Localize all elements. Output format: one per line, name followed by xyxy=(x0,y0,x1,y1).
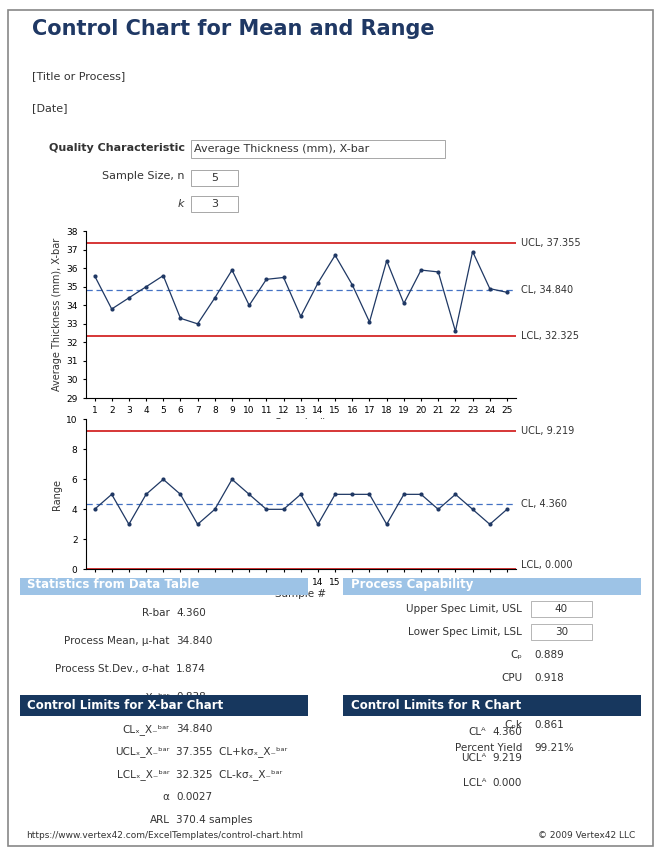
Text: 1.874: 1.874 xyxy=(176,664,206,675)
Text: 0.000: 0.000 xyxy=(492,778,522,788)
Text: α: α xyxy=(163,792,170,802)
Text: Control Chart for Mean and Range: Control Chart for Mean and Range xyxy=(32,19,435,39)
FancyBboxPatch shape xyxy=(531,601,592,616)
X-axis label: Sample #: Sample # xyxy=(275,418,327,428)
Text: Upper Spec Limit, USL: Upper Spec Limit, USL xyxy=(407,603,522,614)
FancyBboxPatch shape xyxy=(343,695,641,716)
Y-axis label: Average Thickness (mm), X-bar: Average Thickness (mm), X-bar xyxy=(52,238,62,391)
Text: R-bar: R-bar xyxy=(142,608,170,618)
Text: [Title or Process]: [Title or Process] xyxy=(32,72,126,81)
FancyBboxPatch shape xyxy=(20,574,308,595)
Text: https://www.vertex42.com/ExcelTemplates/control-chart.html: https://www.vertex42.com/ExcelTemplates/… xyxy=(26,830,303,840)
Text: CPU: CPU xyxy=(501,674,522,683)
Text: 40: 40 xyxy=(555,603,568,614)
Text: 0.861: 0.861 xyxy=(535,697,564,706)
Text: LCLᴬ: LCLᴬ xyxy=(463,778,486,788)
Y-axis label: Range: Range xyxy=(52,479,62,510)
Text: LCLₓ_X₋ᵇᵃʳ: LCLₓ_X₋ᵇᵃʳ xyxy=(117,769,170,780)
Text: LCL, 32.325: LCL, 32.325 xyxy=(521,331,579,342)
Text: Quality Characteristic: Quality Characteristic xyxy=(48,143,184,153)
Text: Process Mean, μ-hat: Process Mean, μ-hat xyxy=(64,636,170,646)
Text: Average Thickness (mm), X-bar: Average Thickness (mm), X-bar xyxy=(194,144,369,153)
Text: 34.840: 34.840 xyxy=(176,636,212,646)
Text: Control Limits for R Chart: Control Limits for R Chart xyxy=(351,698,521,712)
Text: σₓ_X₋ᵇᵃʳ: σₓ_X₋ᵇᵃʳ xyxy=(130,692,170,703)
Text: 0.861: 0.861 xyxy=(535,720,564,729)
Text: Cₚ: Cₚ xyxy=(510,651,522,660)
Text: 4.360: 4.360 xyxy=(176,608,206,618)
Text: 32.325  CL-kσₓ_X₋ᵇᵃʳ: 32.325 CL-kσₓ_X₋ᵇᵃʳ xyxy=(176,769,282,780)
FancyBboxPatch shape xyxy=(20,695,308,716)
FancyBboxPatch shape xyxy=(191,196,239,212)
Text: 9.219: 9.219 xyxy=(492,752,523,763)
Text: UCL, 9.219: UCL, 9.219 xyxy=(521,426,574,437)
Text: 0.0027: 0.0027 xyxy=(176,792,212,802)
Text: Control Limits for X-bar Chart: Control Limits for X-bar Chart xyxy=(27,698,223,712)
Text: Process Capability: Process Capability xyxy=(351,578,473,591)
Text: Process St.Dev., σ-hat: Process St.Dev., σ-hat xyxy=(56,664,170,675)
Text: LCL, 0.000: LCL, 0.000 xyxy=(521,560,572,570)
Text: 37.355  CL+kσₓ_X₋ᵇᵃʳ: 37.355 CL+kσₓ_X₋ᵇᵃʳ xyxy=(176,746,288,758)
Text: UCL, 37.355: UCL, 37.355 xyxy=(521,238,581,248)
Text: CLᴬ: CLᴬ xyxy=(469,727,486,737)
X-axis label: Sample #: Sample # xyxy=(275,589,327,599)
Text: Statistics from Data Table: Statistics from Data Table xyxy=(27,578,200,591)
Text: 4.360: 4.360 xyxy=(492,727,522,737)
Text: CLₓ_X₋ᵇᵃʳ: CLₓ_X₋ᵇᵃʳ xyxy=(123,723,170,734)
Text: CL, 34.840: CL, 34.840 xyxy=(521,285,573,294)
Text: [Date]: [Date] xyxy=(32,103,68,113)
FancyBboxPatch shape xyxy=(343,574,641,595)
Text: 0.838: 0.838 xyxy=(176,693,206,702)
Text: UCLₓ_X₋ᵇᵃʳ: UCLₓ_X₋ᵇᵃʳ xyxy=(115,746,170,758)
FancyBboxPatch shape xyxy=(531,624,592,640)
Text: 5: 5 xyxy=(212,173,218,182)
Text: Cₚk: Cₚk xyxy=(504,720,522,729)
Text: © 2009 Vertex42 LLC: © 2009 Vertex42 LLC xyxy=(538,830,635,840)
Text: ARL: ARL xyxy=(149,815,170,825)
Text: Percent Yield: Percent Yield xyxy=(455,743,522,752)
Text: 370.4 samples: 370.4 samples xyxy=(176,815,253,825)
Text: CPL: CPL xyxy=(503,697,522,706)
FancyBboxPatch shape xyxy=(191,169,239,186)
Text: 0.918: 0.918 xyxy=(535,674,564,683)
Text: 0.889: 0.889 xyxy=(535,651,564,660)
Text: CL, 4.360: CL, 4.360 xyxy=(521,499,567,509)
Text: Lower Spec Limit, LSL: Lower Spec Limit, LSL xyxy=(408,627,522,637)
Text: Sample Size, n: Sample Size, n xyxy=(102,171,184,181)
Text: 34.840: 34.840 xyxy=(176,724,212,734)
Text: 30: 30 xyxy=(555,627,568,637)
FancyBboxPatch shape xyxy=(191,140,445,158)
Text: 3: 3 xyxy=(212,199,218,210)
Text: 99.21%: 99.21% xyxy=(535,743,574,752)
Text: UCLᴬ: UCLᴬ xyxy=(461,752,486,763)
Text: k: k xyxy=(178,199,184,209)
